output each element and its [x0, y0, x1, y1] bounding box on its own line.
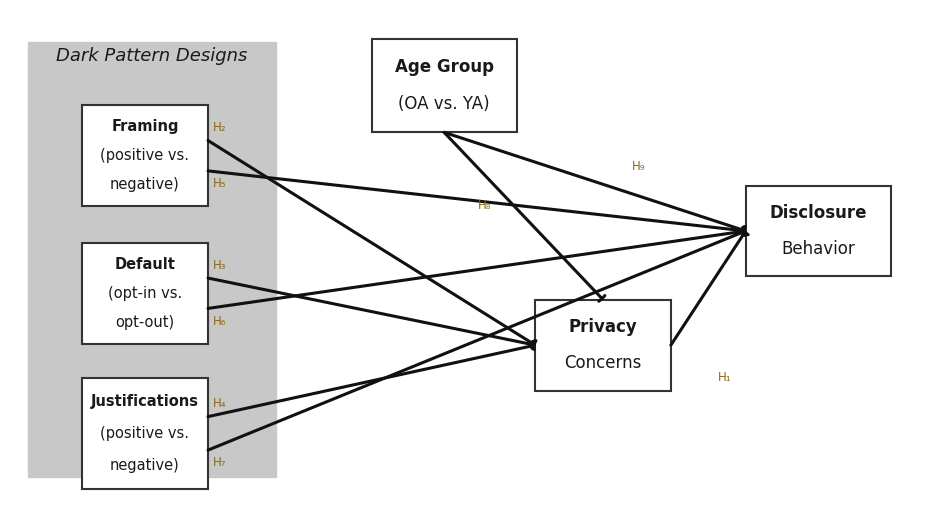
Text: H₅: H₅: [213, 177, 226, 190]
Bar: [371, 39, 516, 132]
Text: H₁: H₁: [718, 371, 731, 384]
Text: negative): negative): [110, 177, 180, 192]
Text: H₂: H₂: [213, 121, 226, 134]
Text: H₃: H₃: [213, 259, 226, 272]
Text: negative): negative): [110, 458, 180, 473]
Bar: [535, 300, 671, 390]
Text: Justifications: Justifications: [91, 394, 199, 409]
Text: Disclosure: Disclosure: [770, 204, 867, 222]
Text: H₈: H₈: [478, 199, 491, 212]
Text: (opt-in vs.: (opt-in vs.: [108, 286, 182, 301]
Text: H₉: H₉: [632, 159, 646, 173]
Text: Privacy: Privacy: [568, 318, 638, 336]
Text: opt-out): opt-out): [115, 315, 175, 330]
Text: (positive vs.: (positive vs.: [100, 148, 190, 163]
Text: (OA vs. YA): (OA vs. YA): [398, 95, 490, 113]
Text: Default: Default: [114, 257, 176, 272]
Text: Dark Pattern Designs: Dark Pattern Designs: [56, 47, 248, 65]
Text: Behavior: Behavior: [782, 240, 855, 258]
Text: Concerns: Concerns: [565, 354, 641, 372]
Bar: [28, 42, 276, 477]
Text: (positive vs.: (positive vs.: [100, 426, 190, 441]
Text: H₇: H₇: [213, 456, 226, 469]
Text: H₄: H₄: [213, 398, 226, 411]
Text: Age Group: Age Group: [395, 58, 494, 76]
Bar: [82, 378, 209, 489]
Text: Framing: Framing: [111, 119, 179, 134]
Bar: [82, 105, 209, 207]
Text: H₆: H₆: [213, 315, 226, 327]
Bar: [746, 185, 891, 276]
Bar: [82, 243, 209, 344]
